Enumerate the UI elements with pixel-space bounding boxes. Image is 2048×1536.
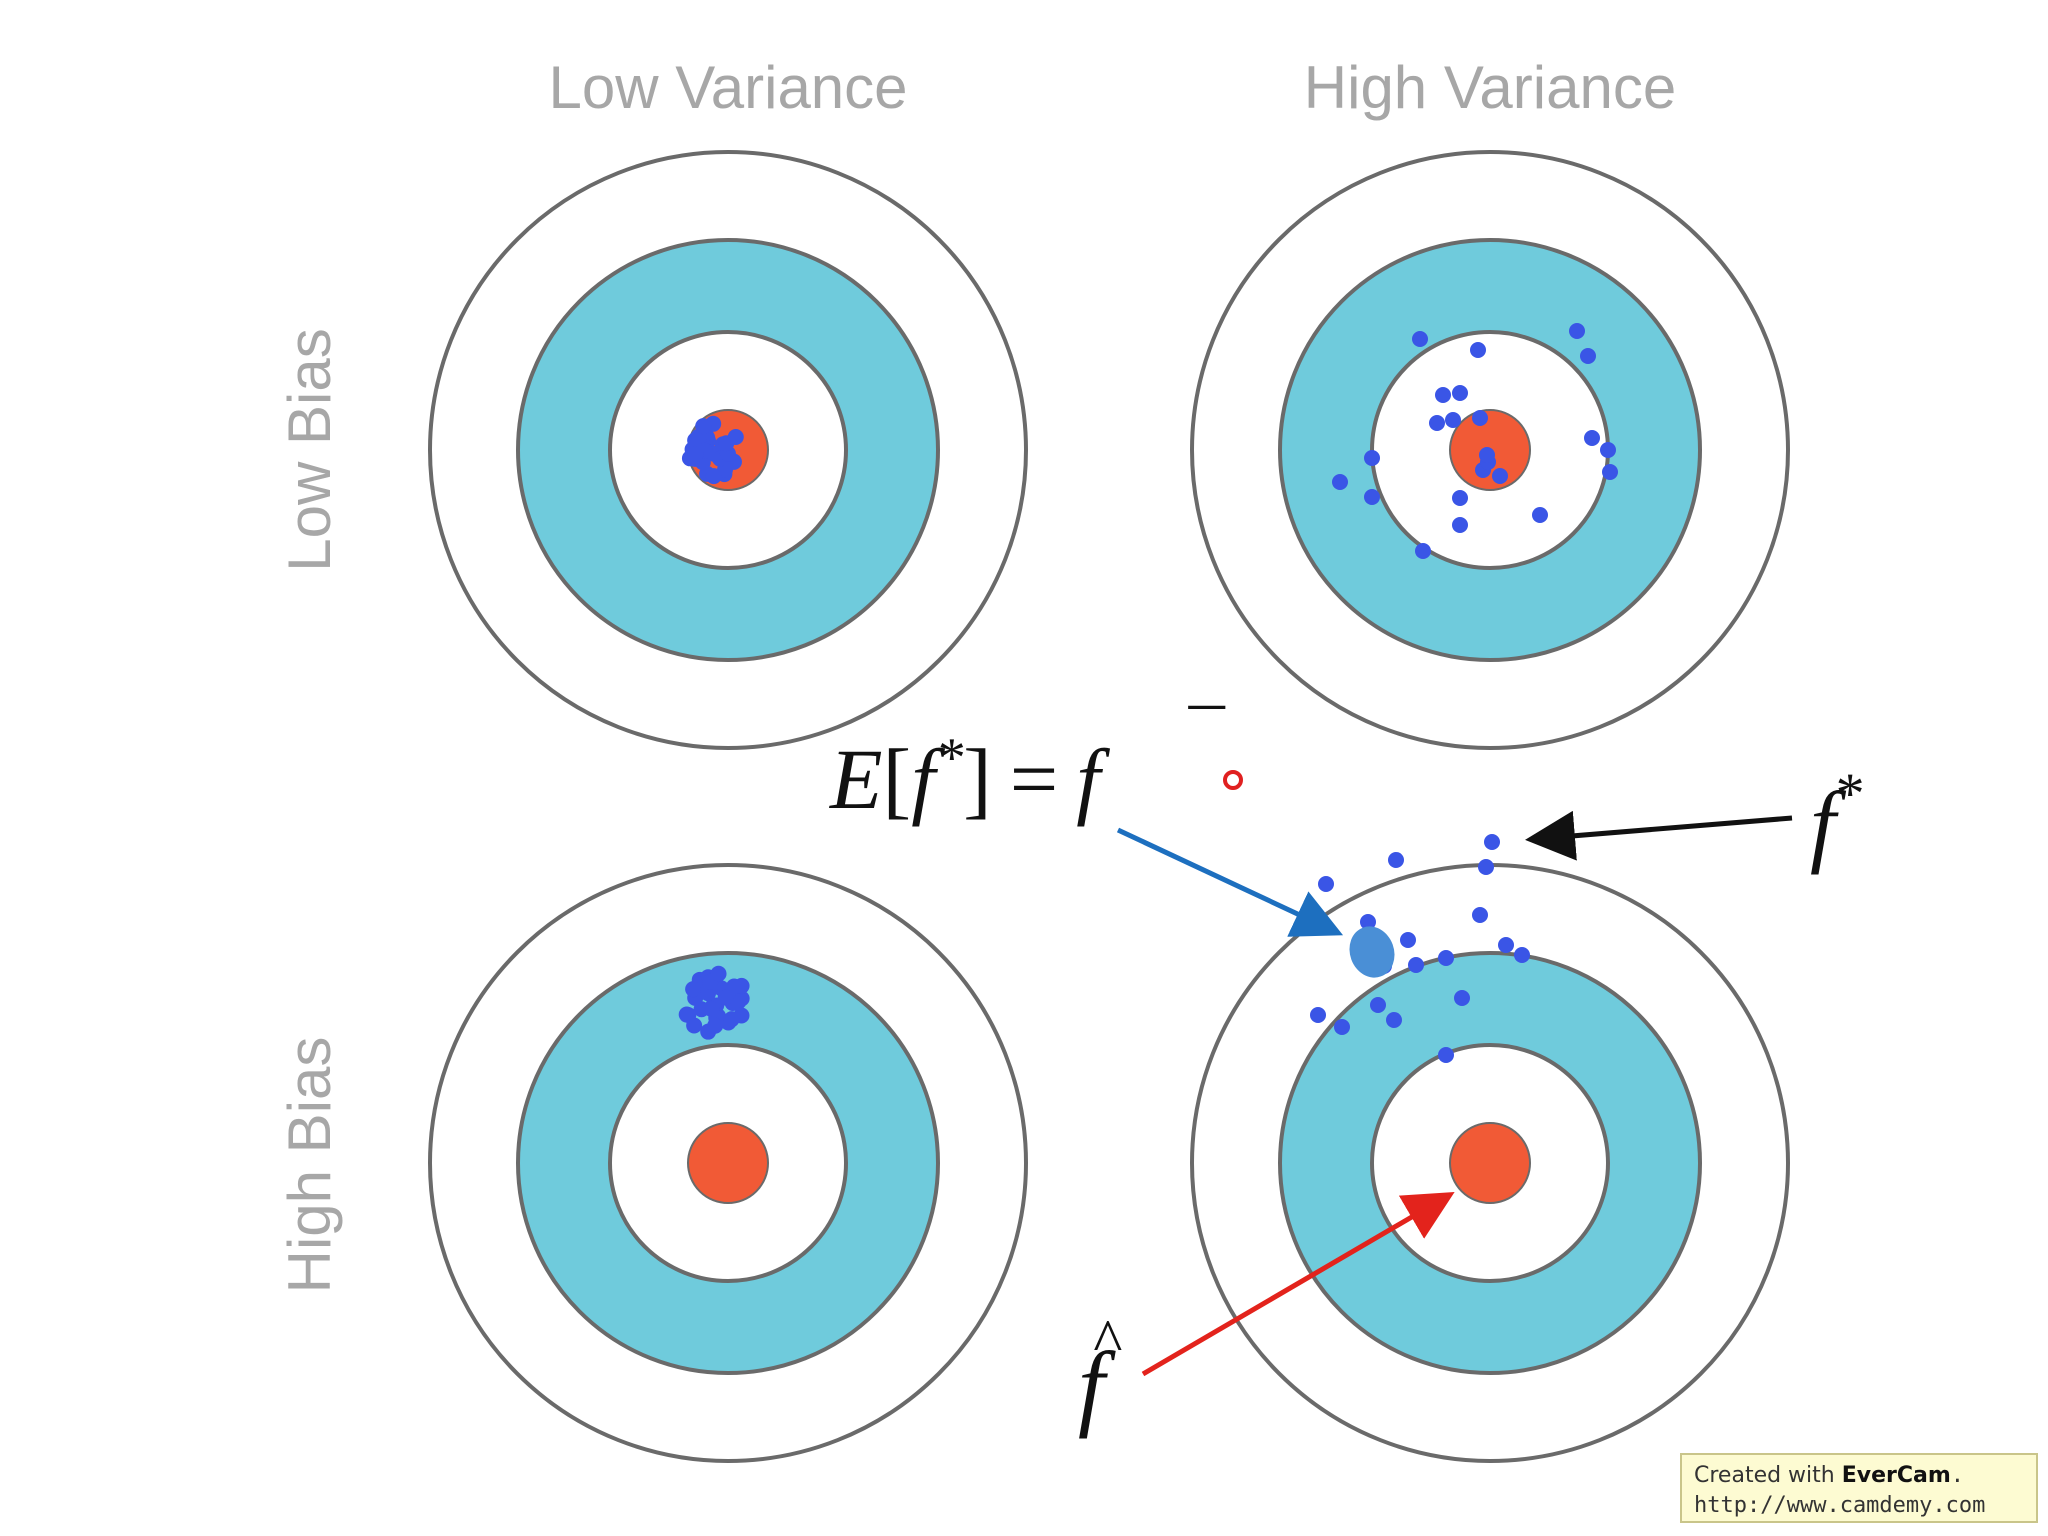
prediction-dot	[1438, 950, 1454, 966]
prediction-dot	[717, 989, 734, 1006]
svg-text:¯: ¯	[1183, 696, 1226, 776]
evercam-watermark: Created with EverCam. http://www.camdemy…	[1680, 1453, 2038, 1523]
targets	[428, 150, 1790, 1463]
row-title-low-bias: Low Bias	[276, 328, 343, 571]
f-star-label: f*	[1810, 761, 1865, 875]
prediction-dot	[1435, 387, 1451, 403]
prediction-dot	[1452, 385, 1468, 401]
svg-text:E[f*]=f: E[f*] = f	[828, 727, 1110, 827]
prediction-dot	[1602, 464, 1618, 480]
black-arrow	[1525, 810, 1793, 861]
prediction-dot	[1318, 876, 1334, 892]
prediction-dot	[695, 418, 712, 435]
prediction-dot	[1569, 323, 1585, 339]
prediction-dot	[723, 1011, 740, 1028]
prediction-dot	[1479, 447, 1495, 463]
prediction-dot	[1408, 957, 1424, 973]
cursor-indicator	[1223, 770, 1243, 790]
prediction-dot	[1498, 937, 1514, 953]
column-title-high-variance: High Variance	[1304, 54, 1676, 121]
svg-text:f*: f*	[1810, 761, 1865, 875]
prediction-dot	[703, 1000, 720, 1017]
svg-text:^: ^	[1092, 1308, 1122, 1376]
target-high-bias-high-variance	[1190, 863, 1790, 1463]
prediction-dot	[1478, 859, 1494, 875]
prediction-dot	[1484, 834, 1500, 850]
prediction-dot	[1472, 907, 1488, 923]
bullseye	[1449, 1122, 1531, 1204]
f-hat-label: f ^	[1078, 1308, 1122, 1439]
prediction-dot	[1584, 430, 1600, 446]
prediction-dot	[1580, 348, 1596, 364]
prediction-dot	[1438, 1047, 1454, 1063]
prediction-dot	[1364, 450, 1380, 466]
prediction-dot	[1370, 997, 1386, 1013]
prediction-dot	[1454, 990, 1470, 1006]
column-title-low-variance: Low Variance	[548, 54, 907, 121]
prediction-dot	[687, 446, 704, 463]
target-high-bias-low-variance	[428, 863, 1028, 1463]
prediction-dot	[1310, 1007, 1326, 1023]
blue-arrow	[1116, 827, 1344, 937]
prediction-dot	[1400, 932, 1416, 948]
prediction-dot	[680, 1007, 697, 1024]
prediction-dot	[710, 965, 727, 982]
bullseye	[687, 1122, 769, 1204]
prediction-dot	[1492, 468, 1508, 484]
prediction-dot	[1386, 1012, 1402, 1028]
prediction-dot	[707, 1017, 724, 1034]
prediction-dot	[685, 981, 702, 998]
mean-prediction-marker	[1349, 926, 1395, 978]
watermark-url: http://www.camdemy.com	[1694, 1493, 1986, 1518]
equation-expected-f-star: E[f*] = f ¯	[828, 696, 1226, 827]
prediction-dot	[1470, 342, 1486, 358]
prediction-dot	[1600, 442, 1616, 458]
prediction-dot	[1415, 543, 1431, 559]
prediction-dot	[1388, 852, 1404, 868]
row-title-high-bias: High Bias	[276, 1037, 343, 1294]
prediction-dot	[1532, 507, 1548, 523]
prediction-dot	[1514, 947, 1530, 963]
prediction-dot	[1360, 914, 1376, 930]
prediction-dot	[1452, 490, 1468, 506]
prediction-dot	[1364, 489, 1380, 505]
red-arrow	[1141, 1191, 1455, 1377]
prediction-dot	[1412, 331, 1428, 347]
prediction-dot	[1334, 1019, 1350, 1035]
prediction-dot	[1452, 517, 1468, 533]
prediction-dot	[1429, 415, 1445, 431]
prediction-dot	[1472, 410, 1488, 426]
prediction-dot	[1445, 412, 1461, 428]
prediction-dot	[705, 468, 722, 485]
prediction-dot	[1332, 474, 1348, 490]
prediction-dot	[718, 435, 735, 452]
